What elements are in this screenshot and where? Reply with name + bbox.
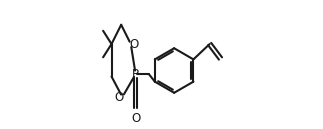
Text: O: O: [115, 91, 124, 103]
Text: O: O: [129, 38, 139, 51]
Text: P: P: [132, 68, 139, 81]
Text: O: O: [131, 112, 140, 125]
